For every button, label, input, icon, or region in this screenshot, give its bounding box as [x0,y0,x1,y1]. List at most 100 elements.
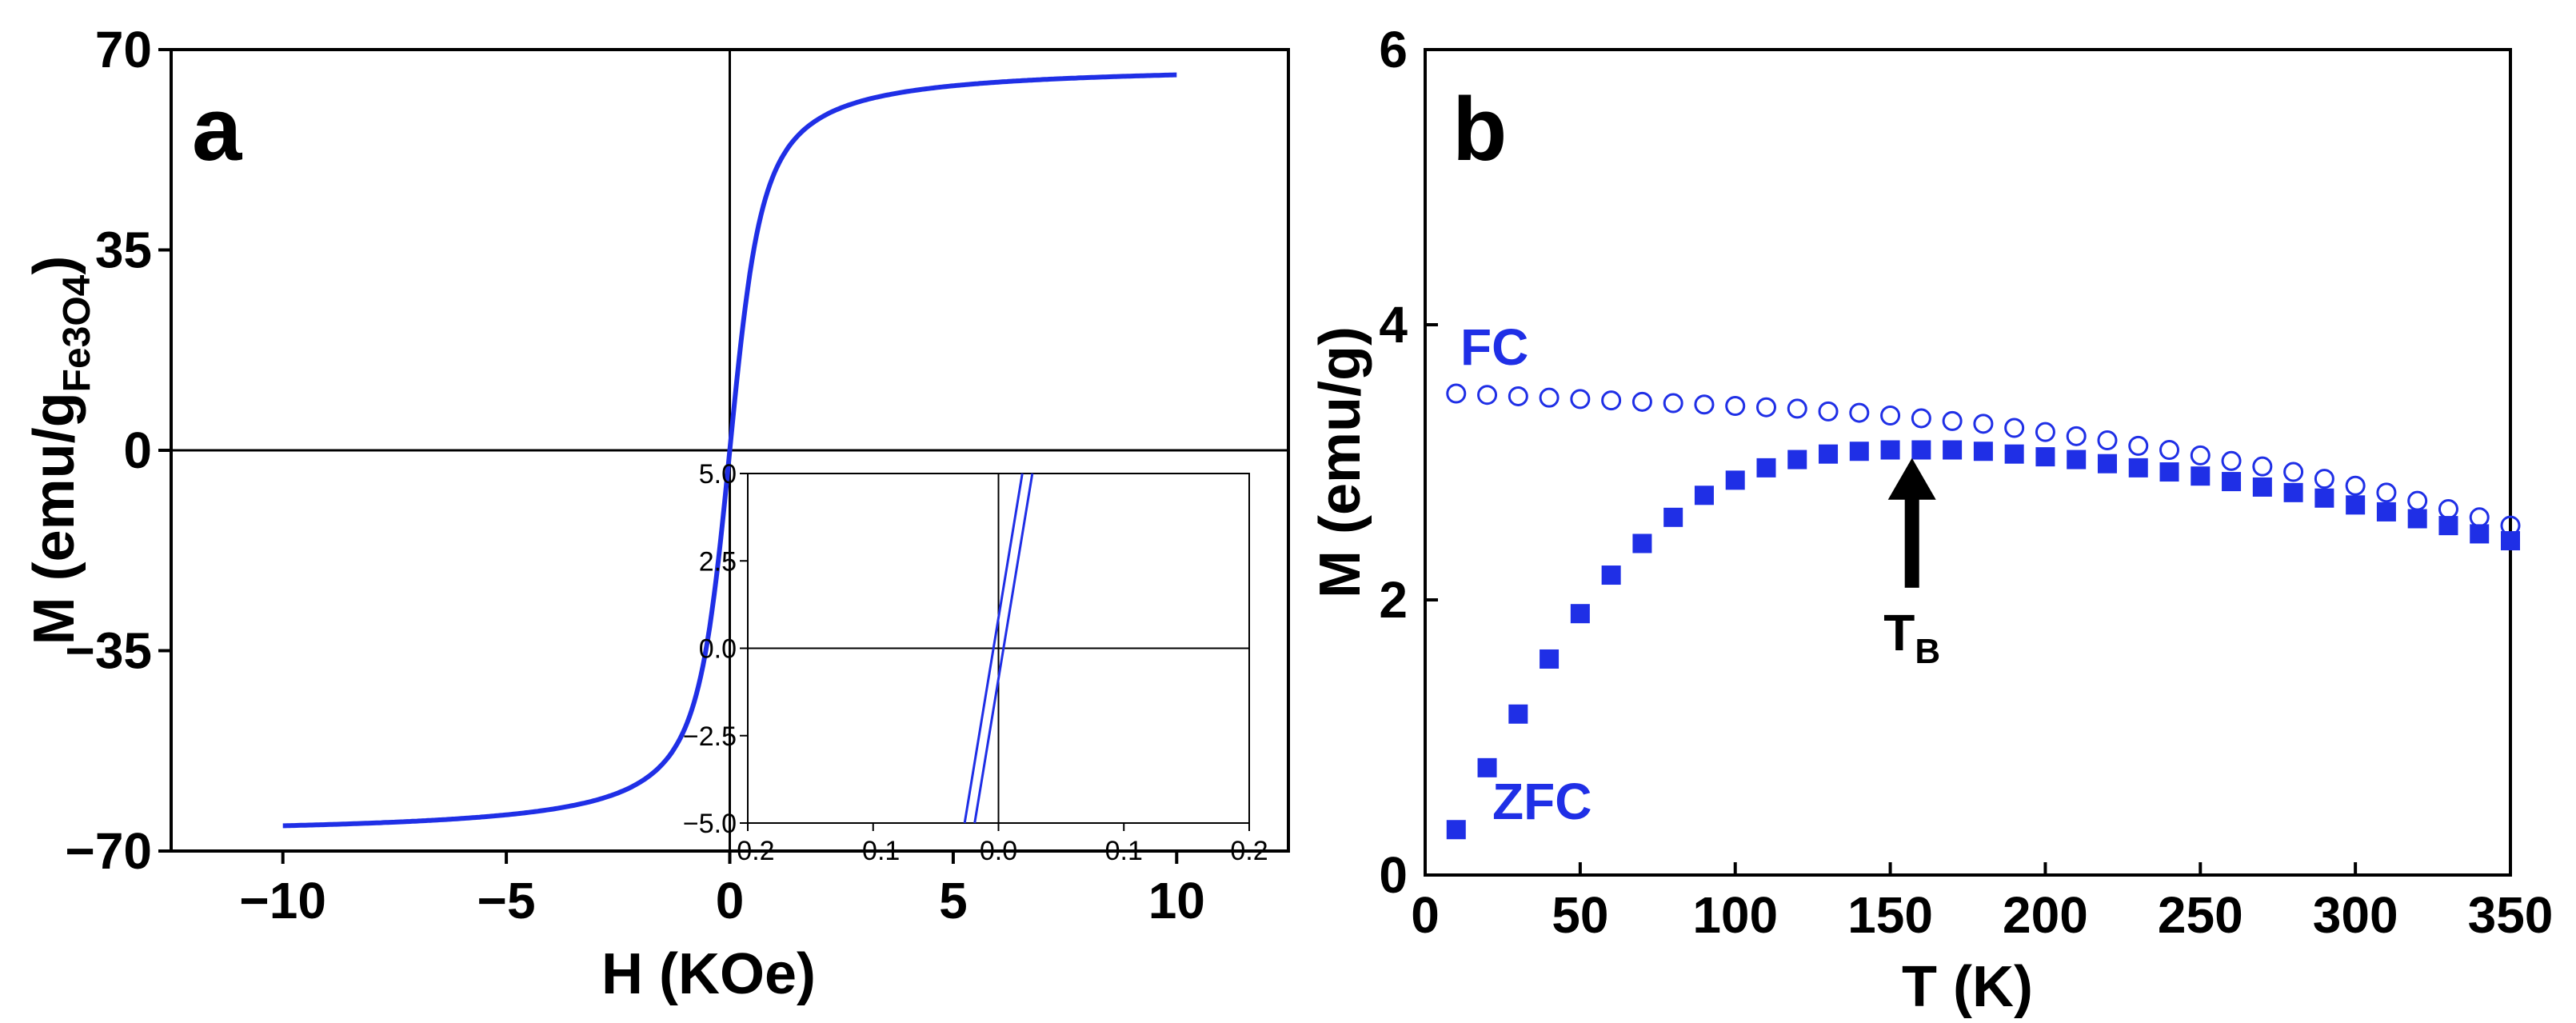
inset-x-tick-label: 0.2 [1230,836,1268,866]
zfc-point [2283,482,2303,502]
fc-point [2314,469,2334,490]
zfc-point [2035,447,2055,467]
inset-x-tick-label: −0.1 [846,836,900,866]
x-tick-label-b: 250 [2158,886,2243,944]
fc-point [2190,445,2211,466]
panel-label-b: b [1452,79,1507,179]
zfc-point [2097,454,2117,474]
x-tick-label-a: 5 [939,872,968,929]
y-tick-label-b: 2 [1379,571,1408,629]
fc-point [1570,389,1591,410]
x-tick-label-b: 350 [2468,886,2554,944]
inset-axis-ticks: −0.2 −0.1 0.0 0.1 0.2 5.0 2.5 0.0 −2.5 −5.0 [683,459,1268,866]
fc-point [2066,426,2087,446]
fc-point [1849,402,1870,423]
zfc-point [1725,470,1745,490]
hysteresis-curve [282,72,1177,829]
inset-plot: −0.2 −0.1 0.0 0.1 0.2 5.0 2.5 0.0 −2.5 −5.0 [683,459,1268,866]
y-tick-label-a: 0 [123,422,152,479]
x-tick-label-a: 0 [716,872,745,929]
fc-point [1942,410,1963,431]
x-tick-label-b: 150 [1847,886,1933,944]
fc-point [1446,383,1467,404]
fc-point [1880,406,1901,426]
zfc-point [2222,472,2242,492]
inset-x-tick-label: 0.1 [1105,836,1143,866]
fc-point [1911,408,1931,429]
y-tick-label-b: 0 [1379,846,1408,904]
x-tick-label-b: 50 [1552,886,1608,944]
panel-label-a: a [192,79,242,179]
fc-series-label: FC [1460,318,1528,376]
zfc-point [1973,442,1993,462]
inset-loop [963,473,1034,824]
zfc-point [2501,531,2520,551]
zfc-point [2407,509,2427,529]
fc-point [2469,507,2490,528]
inset-y-tick-label: 2.5 [699,546,737,577]
zfc-point [2128,458,2148,478]
fc-point [1539,387,1560,408]
zfc-point [2004,444,2024,464]
y-tick-label-a: 35 [95,222,152,279]
axis-ticks-b: 0 50 100 150 200 250 300 350 0 2 4 6 [1379,21,2553,944]
fc-series [1446,383,2521,536]
fc-point [1694,394,1715,415]
fc-point [2128,435,2149,456]
y-tick-label-a: −35 [65,622,152,680]
zfc-point [2314,488,2334,508]
chart-panel-b: 0 50 100 150 200 250 300 350 0 2 4 6 b T (K) M (emu… [1308,21,2553,1019]
x-tick-label-a: 10 [1148,872,1205,929]
blocking-temperature-label: TB [1883,604,1940,671]
y-axis-title-b: M (emu/g) [1308,326,1372,598]
zfc-point [1508,704,1528,724]
arrow-shaft [1904,496,1919,588]
zfc-series-label: ZFC [1492,773,1592,830]
inset-x-tick-label: −0.2 [721,836,774,866]
zfc-series [1446,440,2520,840]
fc-point [2345,475,2366,496]
fc-point [1631,391,1652,412]
inset-branch-descending [963,473,1024,824]
x-axis-title-a: H (KOe) [601,942,816,1006]
plot-frame-b [1424,48,2512,877]
zfc-point [1601,565,1621,585]
zfc-point [1694,486,1714,506]
zfc-point [2159,462,2179,482]
fc-point [1508,386,1528,406]
inset-y-tick-label: 0.0 [699,634,737,665]
x-tick-label-b: 0 [1411,886,1440,944]
x-tick-label-b: 200 [2003,886,2088,944]
fc-point [1973,414,1994,434]
fc-point [2252,456,2273,477]
inset-y-tick-label: −2.5 [683,721,737,752]
zfc-point [2470,524,2490,544]
inset-x-tick-label: 0.0 [980,836,1017,866]
fc-point [1787,398,1807,419]
fc-point [1477,385,1498,406]
arrow-head [1887,458,1936,500]
zfc-point [1632,533,1652,553]
zfc-point [1849,442,1869,462]
fc-point [1755,397,1776,418]
fc-point [1601,390,1622,411]
zfc-point [2346,495,2366,515]
chart-panel-a: −10 −5 0 5 10 −70 −35 0 35 70 a H (KOe) M (emu/gF… [22,21,1290,1006]
fc-point [1818,401,1839,422]
y-axis-title-a: M (emu/gFe3O4) [22,256,98,645]
zfc-point [2191,466,2211,486]
zfc-point [1663,507,1683,527]
fc-point [2283,462,2304,482]
y-tick-label-a: 70 [95,21,152,78]
zfc-point [1911,440,1931,460]
fc-point [2407,490,2428,511]
zfc-point [1943,440,1963,460]
zfc-point [2252,477,2272,497]
x-tick-label-b: 100 [1692,886,1778,944]
fc-point [2438,498,2458,519]
zfc-point [1880,440,1900,460]
blocking-temperature-arrow [1887,458,1936,588]
x-tick-label-a: −10 [239,872,326,929]
fc-point [2004,418,2025,438]
